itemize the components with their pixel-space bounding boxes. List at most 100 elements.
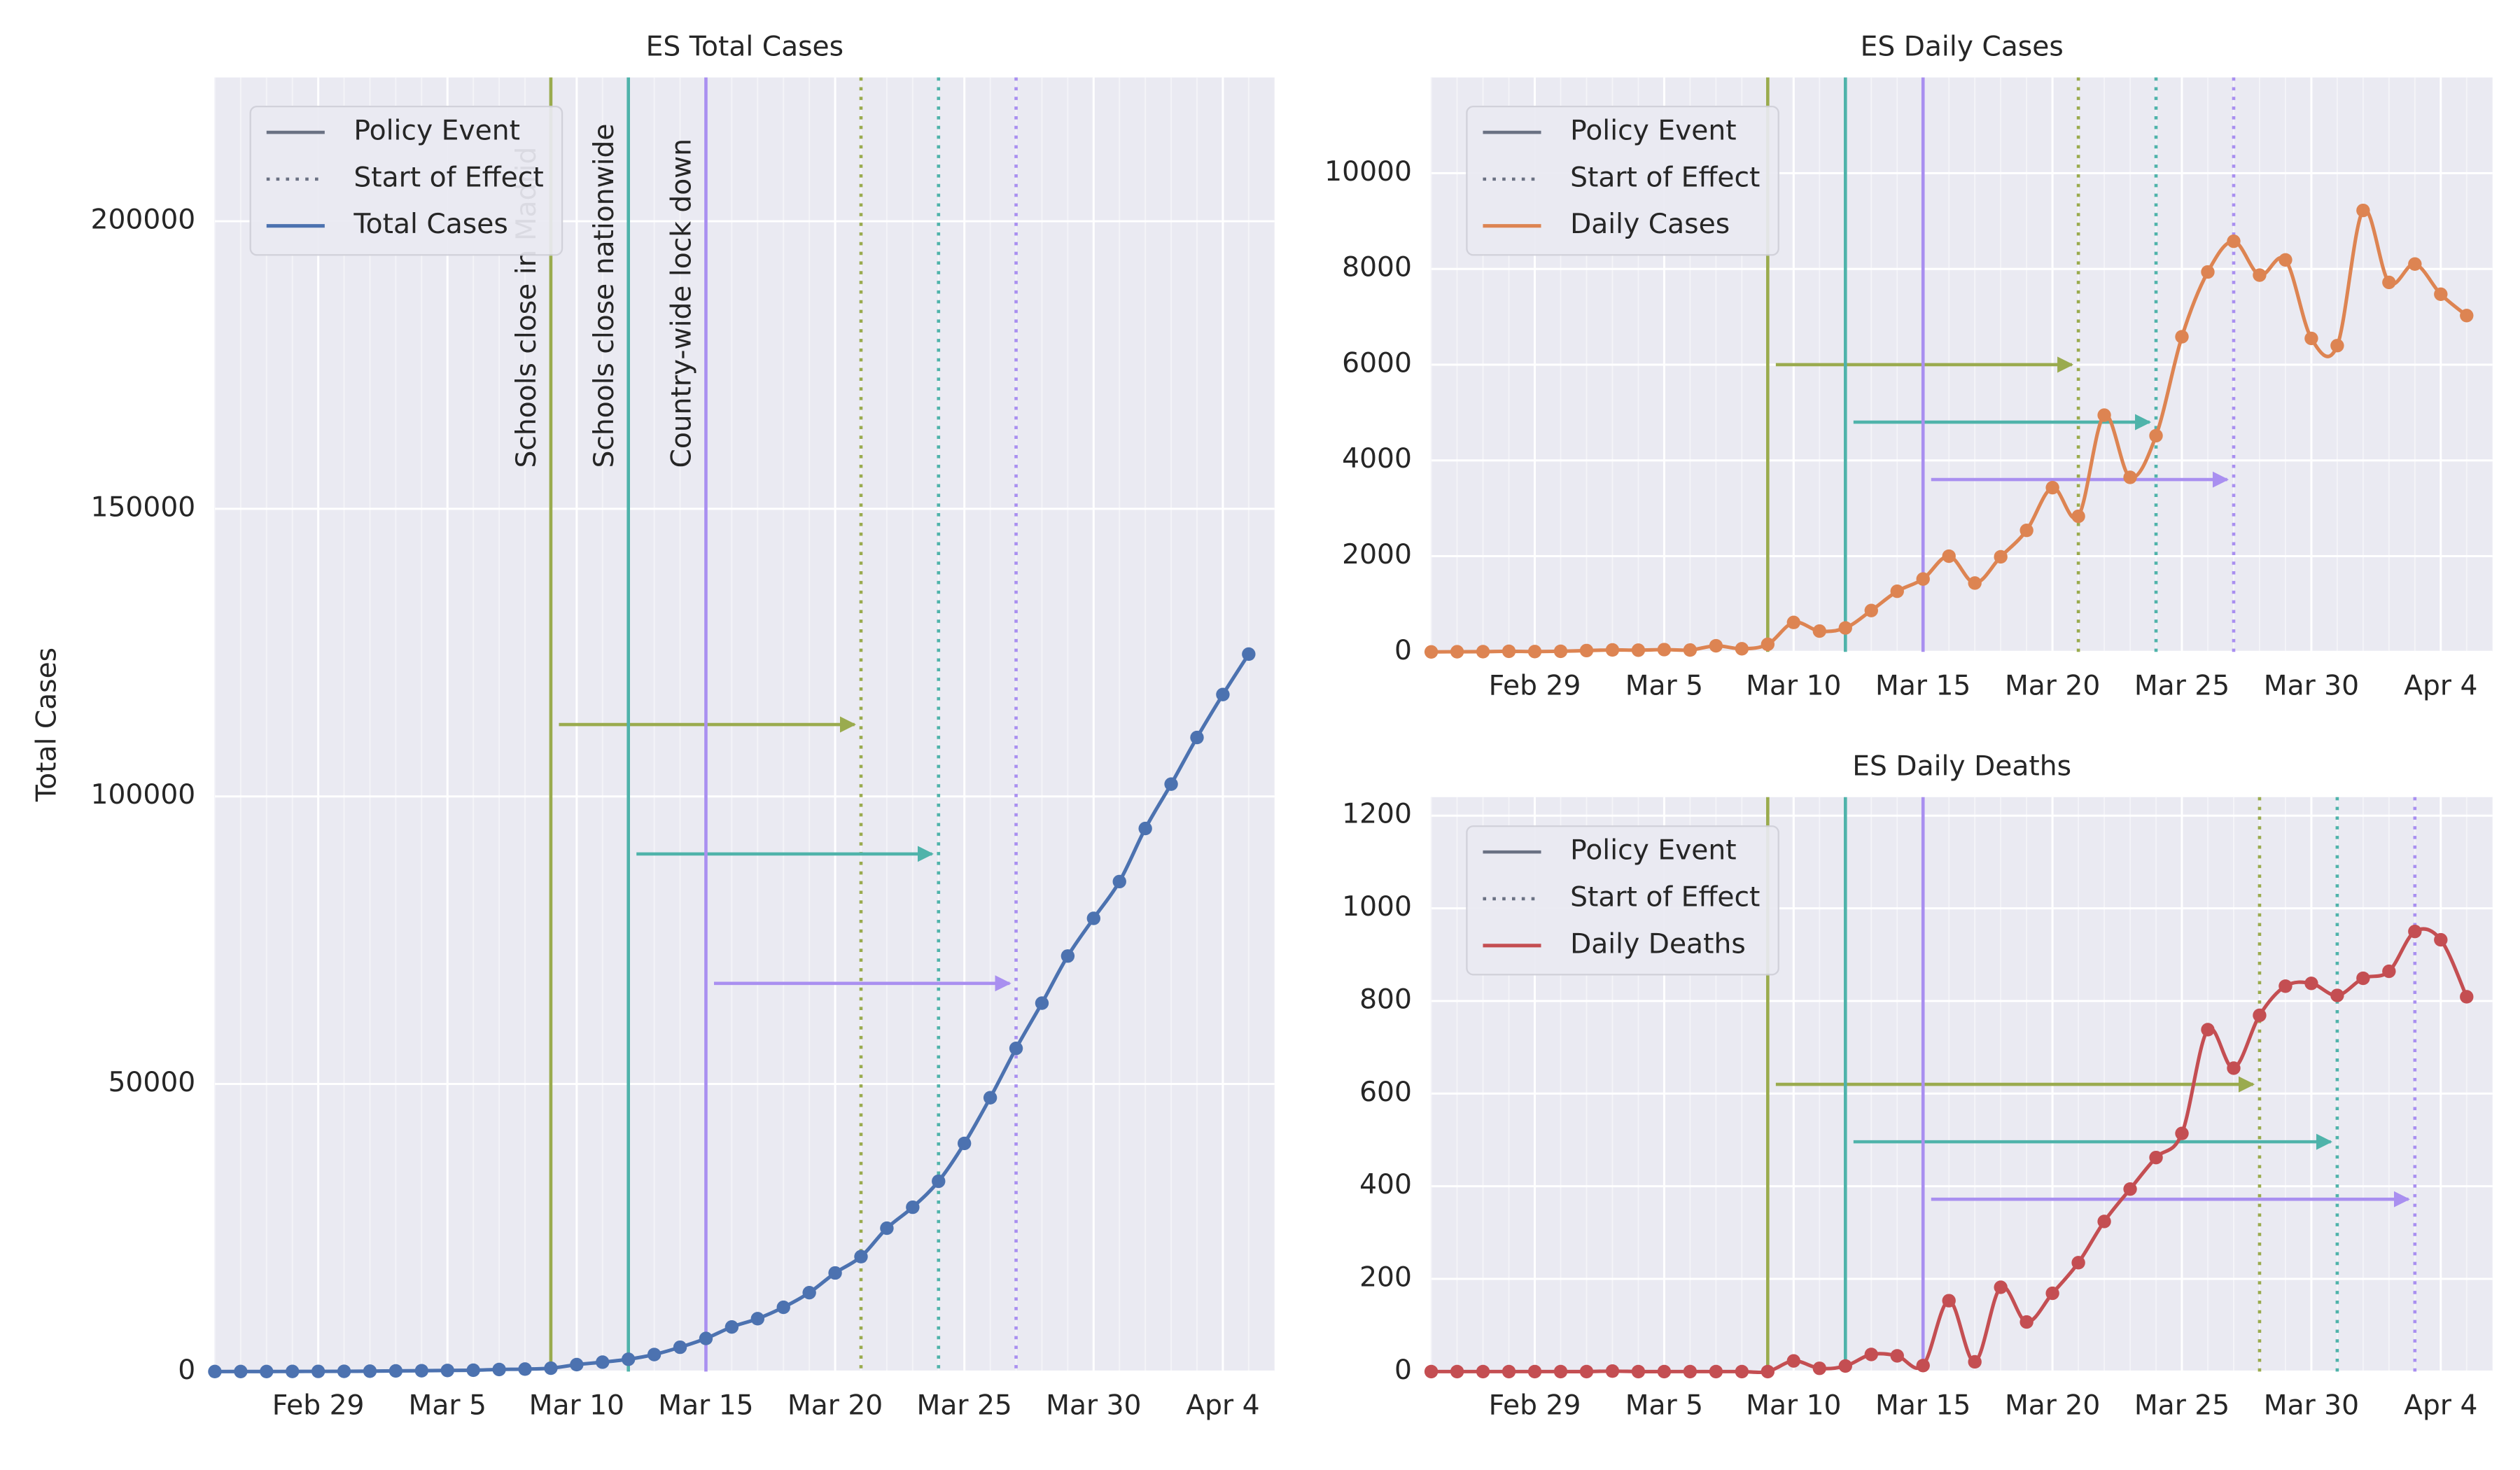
data-point <box>1579 1364 1594 1379</box>
data-point <box>2123 1182 2137 1196</box>
data-point <box>570 1357 584 1372</box>
legend-label: Start of Effect <box>1570 162 1760 193</box>
data-point <box>776 1300 790 1315</box>
data-point <box>363 1364 377 1378</box>
data-point <box>1605 1364 1620 1378</box>
data-point <box>622 1352 636 1366</box>
data-point <box>2434 932 2448 947</box>
data-point <box>2019 1315 2033 1329</box>
data-point <box>1112 874 1126 889</box>
data-point <box>1450 1364 1464 1379</box>
data-point <box>1424 645 1438 659</box>
data-point <box>492 1362 506 1377</box>
data-point <box>1709 638 1723 653</box>
y-tick-label: 200000 <box>91 204 196 236</box>
data-point <box>2201 1023 2215 1037</box>
data-point <box>958 1136 972 1151</box>
data-point <box>2175 1126 2189 1140</box>
data-point <box>1683 1364 1698 1379</box>
data-point <box>1060 949 1075 963</box>
x-tick-label: Feb 29 <box>1489 671 1581 702</box>
data-point <box>2460 990 2474 1004</box>
data-point <box>1605 643 1620 657</box>
data-point <box>2356 203 2370 218</box>
data-point <box>1916 572 1930 586</box>
data-point <box>1527 645 1542 659</box>
x-tick-label: Mar 30 <box>1046 1390 1141 1422</box>
x-tick-label: Feb 29 <box>272 1390 365 1422</box>
data-point <box>1838 1359 1852 1373</box>
y-tick-label: 10000 <box>1324 156 1412 188</box>
data-point <box>414 1364 428 1378</box>
data-point <box>1786 1354 1801 1368</box>
legend-label: Daily Deaths <box>1570 928 1746 960</box>
legend-label: Policy Event <box>354 115 520 147</box>
data-point <box>2201 265 2215 279</box>
event-label: Country-wide lock down <box>666 139 698 468</box>
data-point <box>337 1364 351 1378</box>
data-point <box>2253 1008 2267 1023</box>
data-point <box>2382 275 2396 290</box>
x-tick-label: Mar 10 <box>1746 671 1841 702</box>
data-point <box>2330 339 2344 353</box>
data-point <box>1502 644 1516 659</box>
data-point <box>673 1340 687 1354</box>
data-point <box>1735 1364 1749 1379</box>
data-point <box>906 1200 920 1214</box>
y-tick-label: 1000 <box>1342 891 1412 923</box>
data-point <box>854 1250 868 1264</box>
data-point <box>1657 1364 1672 1379</box>
x-tick-label: Mar 15 <box>1875 671 1970 702</box>
x-tick-label: Apr 4 <box>1186 1390 1259 1422</box>
data-point <box>1942 1294 1956 1308</box>
data-point <box>932 1174 946 1189</box>
data-point <box>1553 1364 1568 1379</box>
data-point <box>1242 647 1256 662</box>
x-tick-label: Mar 25 <box>2134 671 2230 702</box>
y-tick-label: 100000 <box>91 779 196 811</box>
x-tick-label: Mar 20 <box>2005 671 2100 702</box>
data-point <box>828 1266 842 1280</box>
y-tick-label: 0 <box>178 1354 195 1386</box>
data-point <box>2045 480 2059 495</box>
data-point <box>699 1331 713 1345</box>
data-point <box>2460 309 2474 323</box>
y-tick-label: 200 <box>1359 1262 1412 1294</box>
data-point <box>1760 637 1775 652</box>
data-point <box>1164 777 1178 791</box>
data-point <box>1916 1359 1930 1373</box>
data-point <box>2227 1061 2241 1075</box>
legend-label: Policy Event <box>1570 835 1737 867</box>
x-tick-label: Mar 10 <box>1746 1390 1841 1422</box>
data-point <box>1657 643 1672 657</box>
data-point <box>880 1221 894 1236</box>
data-point <box>1424 1364 1438 1379</box>
y-tick-label: 8000 <box>1342 252 1412 284</box>
data-point <box>1812 624 1826 638</box>
data-point <box>544 1361 558 1376</box>
data-point <box>2097 1214 2111 1228</box>
data-point <box>983 1091 997 1105</box>
data-point <box>2045 1286 2059 1301</box>
data-point <box>2278 979 2292 993</box>
legend-label: Daily Cases <box>1570 209 1730 240</box>
data-point <box>1994 550 2008 564</box>
data-point <box>1553 644 1568 659</box>
data-point <box>1579 643 1594 658</box>
data-point <box>1786 615 1801 629</box>
data-point <box>440 1364 454 1378</box>
data-point <box>1009 1042 1023 1056</box>
data-point <box>518 1362 532 1376</box>
data-point <box>1890 584 1904 598</box>
x-tick-label: Mar 5 <box>1625 671 1703 702</box>
y-tick-label: 400 <box>1359 1169 1412 1200</box>
data-point <box>2304 976 2318 990</box>
data-point <box>1138 821 1152 836</box>
data-point <box>1450 645 1464 659</box>
data-point <box>1709 1364 1723 1379</box>
legend-label: Policy Event <box>1570 115 1737 147</box>
legend-box <box>1466 105 1779 256</box>
y-tick-label: 600 <box>1359 1077 1412 1108</box>
x-tick-label: Mar 15 <box>658 1390 753 1422</box>
